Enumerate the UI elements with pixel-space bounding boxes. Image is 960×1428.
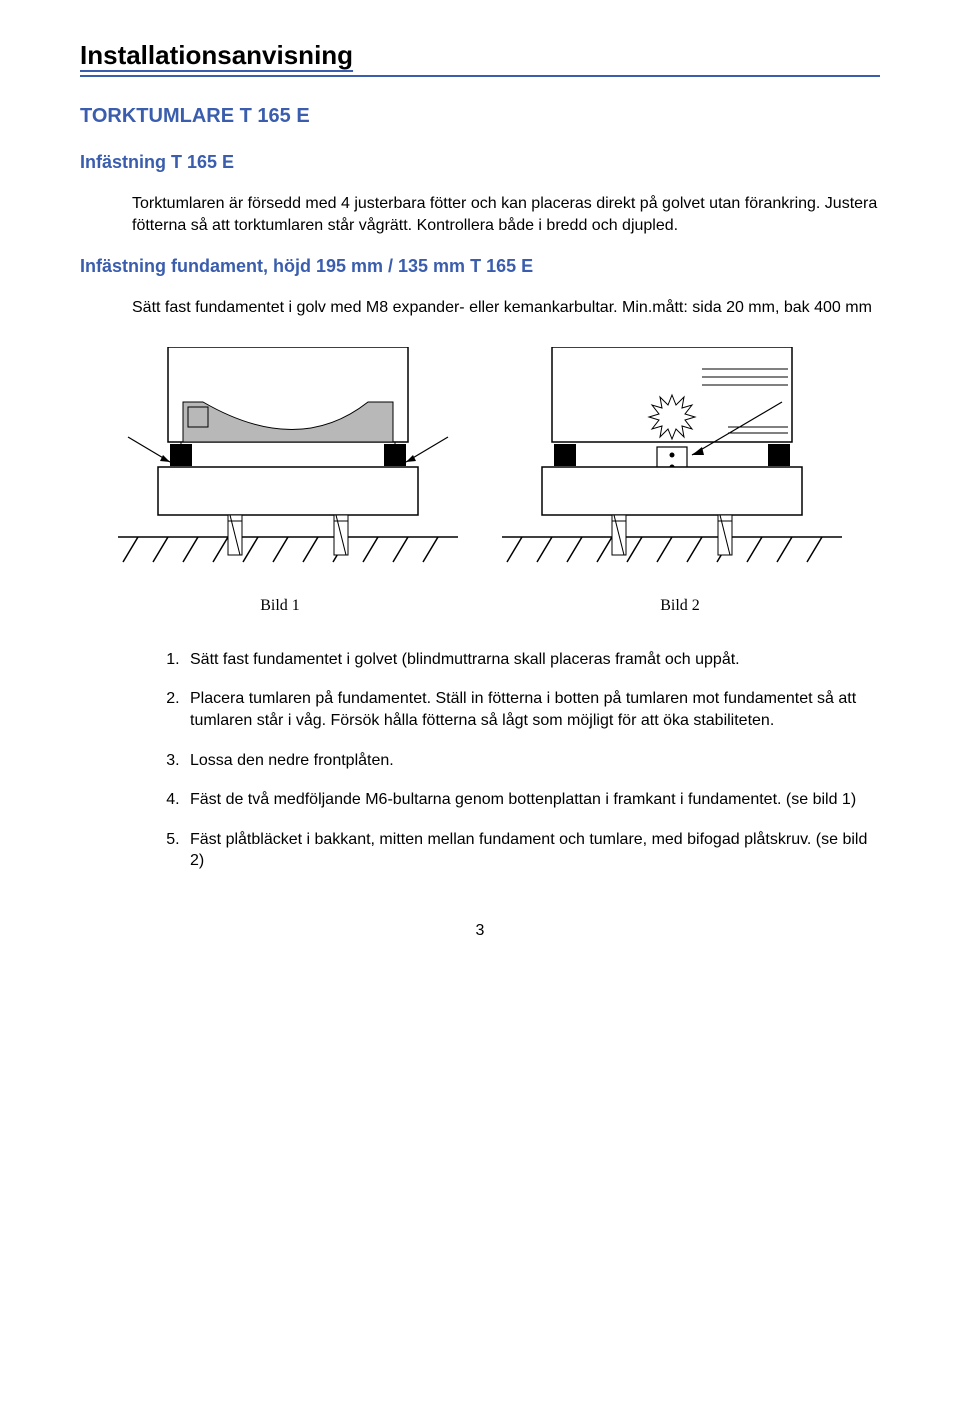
step-3: Lossa den nedre frontplåten. — [184, 750, 880, 772]
step-2: Placera tumlaren på fundamentet. Ställ i… — [184, 688, 880, 731]
section2-paragraph: Sätt fast fundamentet i golv med M8 expa… — [132, 297, 880, 319]
step-5: Fäst plåtbläcket i bakkant, mitten mella… — [184, 829, 880, 872]
figure-1-caption: Bild 1 — [260, 597, 300, 615]
document-title: Installationsanvisning — [80, 40, 880, 71]
section1-heading: Infästning T 165 E — [80, 152, 880, 173]
diagram-row — [80, 347, 880, 577]
steps-list: Sätt fast fundamentet i golvet (blindmut… — [184, 649, 880, 872]
product-heading: TORKTUMLARE T 165 E — [80, 105, 880, 128]
step-4: Fäst de två medföljande M6-bultarna geno… — [184, 789, 880, 811]
caption-row: Bild 1 Bild 2 — [80, 587, 880, 615]
figure-2-caption: Bild 2 — [660, 597, 700, 615]
figure-2 — [492, 347, 852, 577]
section2-heading: Infästning fundament, höjd 195 mm / 135 … — [80, 256, 880, 277]
title-underline — [80, 75, 880, 77]
page-number: 3 — [80, 922, 880, 940]
figure-2-svg — [492, 347, 852, 577]
section1-paragraph: Torktumlaren är försedd med 4 justerbara… — [132, 193, 880, 236]
figure-1-svg — [108, 347, 468, 577]
step-1: Sätt fast fundamentet i golvet (blindmut… — [184, 649, 880, 671]
figure-1 — [108, 347, 468, 577]
